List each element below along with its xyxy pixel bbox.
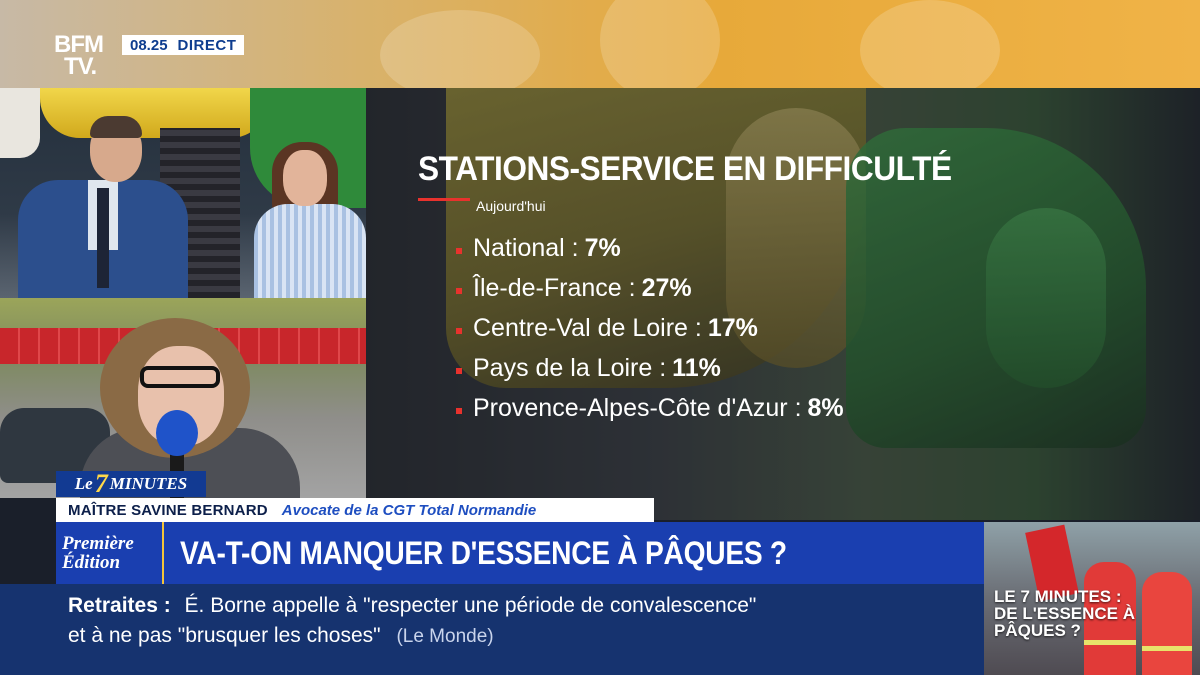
ticker-line-1: É. Borne appelle à "respecter une périod… xyxy=(184,594,757,617)
region-value: 7% xyxy=(584,233,621,262)
region-value: 17% xyxy=(707,313,758,342)
list-item: National : 7% xyxy=(456,228,1016,268)
logo-line-2: TV. xyxy=(64,53,97,80)
news-ticker: Retraites : É. Borne appelle à "respecte… xyxy=(0,584,984,675)
region-label: Île-de-France : xyxy=(473,273,636,302)
bullet-icon xyxy=(456,368,462,374)
region-value: 8% xyxy=(807,393,844,422)
caption-line-1: LE 7 MINUTES : xyxy=(994,587,1122,606)
show-name: MINUTES xyxy=(109,474,188,493)
list-item: Pays de la Loire : 11% xyxy=(456,348,1016,388)
edition-line-2: Édition xyxy=(62,552,121,573)
clock-live-badge: 08.25 DIRECT xyxy=(122,35,245,55)
ticker-line-2: et à ne pas "brusquer les choses" xyxy=(68,624,381,647)
list-item: Provence-Alpes-Côte d'Azur : 8% xyxy=(456,388,1016,428)
thumbnail-caption: LE 7 MINUTES : DE L'ESSENCE À PÂQUES ? xyxy=(984,588,1200,639)
ticker-source: (Le Monde) xyxy=(396,626,494,647)
region-label: Pays de la Loire : xyxy=(473,353,667,382)
region-label: National : xyxy=(473,233,579,262)
guest-name: MAÎTRE SAVINE BERNARD xyxy=(68,501,268,519)
headline-bar: Première Édition VA-T-ON MANQUER D'ESSEN… xyxy=(56,522,984,584)
caption-line-3: PÂQUES ? xyxy=(994,621,1081,640)
title-underline xyxy=(418,198,470,201)
caption-line-2: DE L'ESSENCE À xyxy=(994,604,1136,623)
next-segment-thumbnail: LE 7 MINUTES : DE L'ESSENCE À PÂQUES ? xyxy=(984,522,1200,675)
edition-logo: Première Édition xyxy=(56,522,164,584)
headline-text: VA-T-ON MANQUER D'ESSENCE À PÂQUES ? xyxy=(180,534,787,571)
ticker-topic: Retraites : xyxy=(68,594,171,617)
bullet-icon xyxy=(456,288,462,294)
logo-line-1: BFM xyxy=(54,31,104,58)
live-label: DIRECT xyxy=(177,36,237,54)
infographic-title: STATIONS-SERVICE EN DIFFICULTÉ xyxy=(418,150,952,188)
show-number: 7 xyxy=(94,469,108,498)
guest-video-panel xyxy=(0,298,366,498)
studio-video-panel xyxy=(0,88,366,298)
edition-line-1: Première xyxy=(62,533,134,554)
bullet-icon xyxy=(456,248,462,254)
bullet-icon xyxy=(456,328,462,334)
list-item: Île-de-France : 27% xyxy=(456,268,1016,308)
clock-time: 08.25 xyxy=(130,36,168,54)
list-item: Centre-Val de Loire : 17% xyxy=(456,308,1016,348)
guest-name-strip: MAÎTRE SAVINE BERNARD Avocate de la CGT … xyxy=(56,498,654,522)
show-logo: Le 7 MINUTES xyxy=(56,469,206,498)
guest-role: Avocate de la CGT Total Normandie xyxy=(281,501,537,519)
fuel-nozzle-background xyxy=(366,88,1200,520)
region-value: 27% xyxy=(641,273,692,302)
channel-logo: BFM TV. xyxy=(54,31,118,84)
region-value: 11% xyxy=(672,353,721,382)
region-label: Centre-Val de Loire : xyxy=(473,313,702,342)
microphone-icon xyxy=(156,410,198,456)
region-stat-list: National : 7% Île-de-France : 27% Centre… xyxy=(456,228,1016,428)
bullet-icon xyxy=(456,408,462,414)
infographic-subtitle: Aujourd'hui xyxy=(476,198,546,214)
region-label: Provence-Alpes-Côte d'Azur : xyxy=(473,393,802,422)
show-prefix: Le xyxy=(74,474,93,493)
